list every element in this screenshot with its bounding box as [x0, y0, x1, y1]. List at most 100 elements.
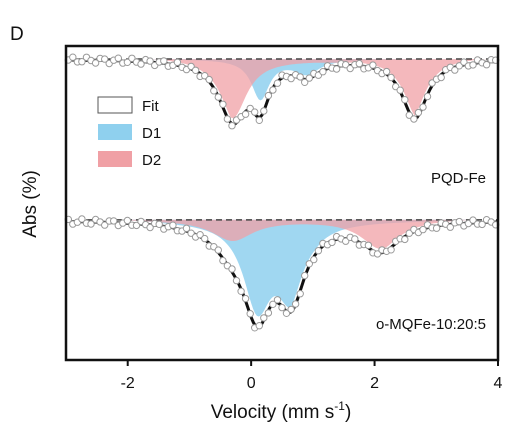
data-point — [160, 57, 168, 65]
data-point — [223, 115, 232, 123]
data-point — [278, 303, 286, 312]
data-point — [169, 221, 177, 229]
data-point — [387, 73, 395, 82]
data-point — [132, 221, 141, 230]
data-point — [273, 296, 282, 304]
legend-swatch-fit — [97, 96, 133, 114]
data-point — [364, 241, 373, 250]
data-point — [282, 309, 291, 317]
data-point — [469, 61, 477, 69]
data-point — [269, 300, 277, 308]
data-point — [273, 79, 282, 87]
data-point — [205, 75, 213, 84]
data-point — [401, 96, 409, 104]
data-point — [310, 255, 318, 264]
data-point — [332, 65, 341, 73]
data-point — [251, 108, 259, 116]
x-tick-label: 0 — [247, 375, 256, 392]
data-point — [373, 250, 382, 258]
data-point — [114, 54, 123, 62]
data-point — [123, 58, 132, 66]
panel-0 — [64, 53, 500, 130]
data-point — [155, 220, 163, 229]
data-point — [305, 260, 313, 268]
data-point — [191, 66, 200, 75]
data-point — [137, 60, 145, 68]
data-point — [260, 107, 268, 115]
legend-label-d2: D2 — [142, 152, 161, 169]
data-point — [301, 271, 309, 280]
data-point — [146, 57, 154, 65]
data-point — [291, 300, 300, 308]
data-point — [101, 55, 109, 63]
data-point — [369, 61, 377, 69]
data-point — [437, 73, 445, 82]
data-point — [469, 216, 477, 224]
data-point — [78, 215, 86, 223]
legend-label-fit: Fit — [142, 98, 159, 115]
data-point — [69, 53, 77, 61]
data-point — [451, 66, 459, 74]
plot-area — [64, 53, 500, 332]
legend-swatch-d2 — [98, 151, 132, 167]
data-point — [110, 217, 118, 225]
subspectrum-d2 — [66, 219, 498, 249]
data-point — [87, 220, 95, 228]
panel-bottom-label: o-MQFe-10:20:5 — [376, 316, 486, 333]
data-point — [264, 91, 273, 100]
data-point — [414, 108, 423, 117]
data-point — [210, 87, 218, 95]
data-point — [201, 234, 209, 243]
x-axis-label-close: ) — [345, 402, 351, 423]
data-point — [351, 235, 359, 243]
data-point — [405, 111, 413, 119]
data-point — [355, 59, 363, 68]
data-point — [214, 93, 223, 101]
subspectrum-d1 — [66, 59, 498, 101]
data-point — [196, 231, 204, 239]
data-point — [346, 64, 354, 73]
plot-frame — [64, 44, 500, 362]
data-point — [219, 100, 227, 109]
data-point — [214, 246, 223, 254]
data-point — [401, 235, 409, 244]
data-point — [296, 290, 304, 298]
data-point — [237, 287, 245, 295]
data-point — [478, 220, 486, 229]
data-point — [228, 265, 236, 273]
panel-label: D — [10, 24, 24, 45]
data-point — [328, 238, 336, 247]
data-point — [287, 74, 295, 83]
x-axis-label-main: Velocity (mm s — [211, 402, 335, 423]
data-point — [101, 221, 109, 229]
data-point — [446, 223, 454, 231]
legend: Fit D1 D2 — [97, 96, 161, 169]
data-point — [319, 68, 327, 76]
data-point — [305, 74, 313, 82]
panel-1 — [64, 215, 500, 332]
x-axis: -2 0 2 4 — [121, 360, 503, 392]
data-point — [241, 294, 250, 303]
data-point — [128, 54, 136, 62]
data-point — [246, 310, 254, 318]
data-point — [314, 247, 323, 255]
data-point — [396, 86, 404, 94]
data-point — [228, 122, 236, 130]
data-point — [232, 276, 241, 285]
data-point — [146, 223, 154, 232]
data-point — [187, 62, 195, 71]
data-point — [410, 115, 418, 123]
x-tick-label: 4 — [494, 375, 503, 392]
data-point — [241, 110, 250, 118]
data-point — [432, 224, 441, 232]
data-point — [182, 224, 191, 233]
data-point — [419, 103, 427, 111]
data-point — [419, 225, 427, 234]
data-point — [387, 246, 395, 254]
data-point — [482, 60, 491, 69]
data-point — [455, 217, 463, 226]
subspectrum-d1 — [66, 219, 498, 317]
panel-top-label: PQD-Fe — [431, 170, 486, 187]
data-point — [219, 256, 227, 265]
